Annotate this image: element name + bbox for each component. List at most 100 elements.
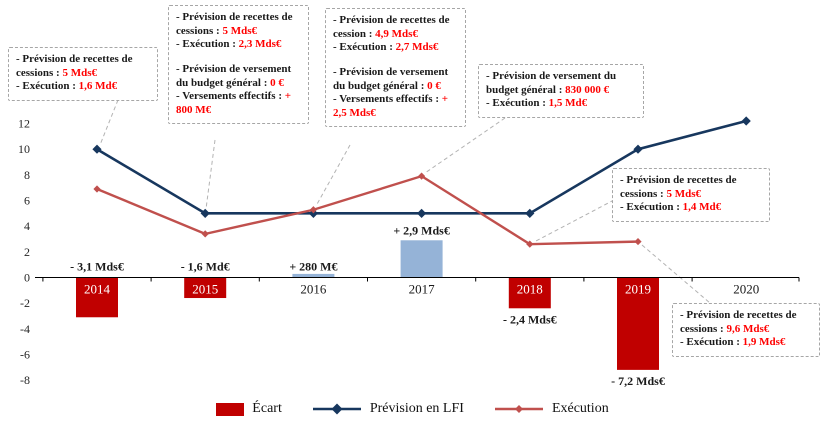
year-label-2014: 2014 [84, 282, 111, 297]
callout-entry: - Exécution : 2,7 Mds€ [333, 41, 458, 55]
callout-entry-value: 0 € [427, 79, 441, 92]
callout-entry-label: - Exécution : [486, 97, 549, 110]
y-tick-label: 4 [24, 219, 30, 233]
prevision-line-swatch-icon [312, 403, 361, 415]
callout-entry-label: - Prévision de recettes de cessions : [680, 309, 797, 335]
callout-2014: - Prévision de recettes de cessions : 5 … [8, 47, 158, 101]
callout-entry: - Prévision de versement du budget génér… [486, 70, 636, 97]
callout-2017: - Prévision de versement du budget génér… [478, 64, 644, 118]
callout-entry-label: - Exécution : [680, 336, 743, 349]
y-tick-label: 2 [24, 245, 30, 259]
marker-prevision [633, 144, 643, 154]
callout-entry-value: 1,5 Md€ [548, 97, 588, 110]
y-tick-label: -4 [20, 322, 30, 336]
callout-entry-value: 5 Mds€ [666, 187, 701, 200]
leader-line [424, 117, 506, 174]
y-tick-label: -6 [20, 347, 30, 361]
marker-execution [309, 206, 317, 214]
year-label-2016: 2016 [300, 282, 327, 297]
callout-entry-value: 1,4 Md€ [682, 201, 722, 214]
legend-label-execution: Exécution [551, 401, 609, 416]
callout-entry-value: + 800 M€ [176, 90, 292, 116]
callout-2015: - Prévision de recettes de cessions : 5 … [168, 5, 309, 125]
marker-execution [634, 237, 642, 246]
callout-entry-label: - Versements effectifs : [176, 90, 285, 103]
callout-entry-value: 5 Mds€ [222, 24, 257, 37]
callout-entry-value: 1,9 Mds€ [742, 336, 786, 349]
callout-2018: - Prévision de recettes de cessions : 5 … [612, 168, 770, 222]
callout-entry-value: 1,6 Md€ [78, 80, 118, 93]
callout-entry: - Prévision de versement du budget génér… [176, 63, 301, 90]
callout-entry-value: 0 € [270, 76, 284, 89]
execution-line-swatch-icon [494, 405, 543, 413]
callout-entry-label: - Prévision de recettes de cessions : [16, 53, 133, 79]
callout-2016: - Prévision de recettes de cession : 4,9… [325, 8, 466, 128]
callout-group: - Prévision de recettes de cessions : 5 … [16, 53, 150, 94]
y-tick-label: -8 [20, 373, 30, 387]
callout-entry: - Versements effectifs : + 800 M€ [176, 90, 301, 117]
marker-prevision [200, 208, 210, 218]
callout-entry-label: - Prévision de versement du budget génér… [333, 65, 449, 92]
callout-entry: - Exécution : 1,9 Mds€ [680, 336, 812, 350]
callout-entry-label: - Exécution : [176, 38, 239, 51]
ecart-bar-swatch-icon [216, 402, 245, 416]
callout-entry-label: - Versements effectifs : [333, 93, 442, 106]
callout-entry: - Prévision de recettes de cessions : 5 … [16, 53, 150, 80]
chart-legend: Écart Prévision en LFI Exécution [0, 401, 825, 417]
callout-entry-value: 9,6 Mds€ [726, 322, 770, 335]
callout-entry-label: - Prévision de versement du budget génér… [486, 70, 617, 96]
ecart-label-2017: + 2,9 Mds€ [393, 223, 450, 237]
marker-prevision [525, 208, 535, 218]
ecart-label-2019: - 7,2 Mds€ [611, 374, 665, 388]
callout-entry: - Versements effectifs : + 2,5 Mds€ [333, 93, 458, 120]
marker-execution [93, 185, 101, 193]
ecart-bar-2018 [508, 277, 551, 309]
year-label-2017: 2017 [409, 282, 436, 297]
y-tick-label: -2 [20, 296, 30, 310]
y-tick-label: 0 [24, 271, 30, 285]
leader-line [99, 99, 119, 146]
leader-line [641, 244, 711, 304]
callout-group: - Prévision de versement du budget génér… [176, 63, 301, 118]
callout-entry-value: + 2,5 Mds€ [333, 93, 449, 119]
y-tick-label: 10 [18, 142, 30, 156]
callout-entry: - Prévision de recettes de cessions : 5 … [620, 174, 762, 201]
ecart-label-2016: + 280 M€ [289, 260, 337, 274]
callout-group: - Prévision de recettes de cessions : 5 … [620, 174, 762, 215]
marker-prevision [741, 116, 751, 126]
callout-group: - Prévision de versement du budget génér… [486, 70, 636, 111]
marker-prevision [92, 144, 102, 154]
callout-entry-label: - Exécution : [16, 80, 79, 93]
callout-group: - Prévision de recettes de cessions : 9,… [680, 309, 812, 350]
ecart-bar-2016 [292, 273, 335, 278]
callout-entry-label: - Prévision de recettes de cession : [333, 14, 450, 40]
y-tick-label: 12 [18, 117, 30, 131]
callout-entry: - Prévision de recettes de cession : 4,9… [333, 14, 458, 41]
year-label-2015: 2015 [192, 282, 218, 297]
ecart-label-2015: - 1,6 Md€ [181, 260, 230, 274]
callout-entry-label: - Prévision de versement du budget génér… [176, 62, 292, 89]
legend-item-prevision: Prévision en LFI [312, 401, 464, 417]
marker-execution [418, 172, 426, 180]
marker-prevision [417, 208, 427, 218]
callout-group: - Prévision de versement du budget génér… [333, 66, 458, 121]
ecart-label-2018: - 2,4 Mds€ [503, 312, 557, 326]
legend-label-prevision: Prévision en LFI [369, 401, 464, 416]
callout-entry: - Exécution : 2,3 Mds€ [176, 38, 301, 52]
year-label-2018: 2018 [517, 282, 543, 297]
legend-item-execution: Exécution [494, 401, 609, 417]
ecart-bar-2015 [184, 277, 227, 299]
callout-entry-label: - Prévision de recettes de cessions : [620, 174, 737, 200]
callout-entry-label: - Exécution : [333, 41, 396, 54]
year-label-2019: 2019 [625, 282, 651, 297]
callout-entry-value: 5 Mds€ [62, 66, 97, 79]
marker-execution [201, 230, 209, 238]
legend-label-ecart: Écart [252, 401, 282, 416]
callout-entry: - Exécution : 1,5 Md€ [486, 97, 636, 111]
callout-entry: - Prévision de recettes de cessions : 5 … [176, 11, 301, 38]
leader-line [315, 144, 351, 207]
callout-entry-value: 2,3 Mds€ [238, 38, 282, 51]
callout-2020: - Prévision de recettes de cessions : 9,… [672, 303, 820, 357]
callout-group: - Prévision de recettes de cessions : 5 … [176, 11, 301, 52]
